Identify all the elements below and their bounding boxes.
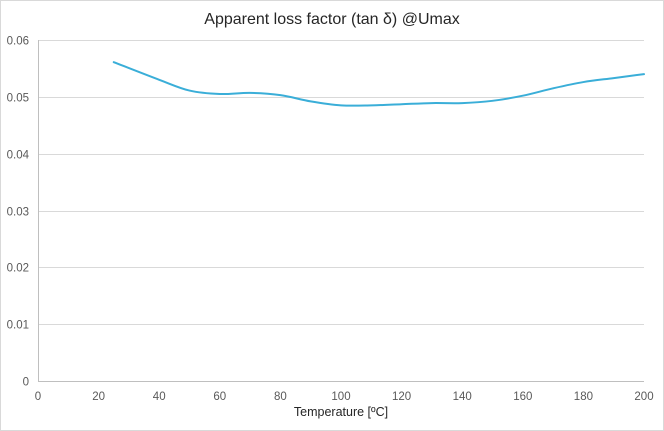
gridlines xyxy=(38,40,644,325)
y-tick-label: 0 xyxy=(23,377,29,389)
y-tick-label: 0.05 xyxy=(7,93,29,105)
x-tick-label: 140 xyxy=(453,391,472,403)
x-tick-label: 0 xyxy=(35,391,41,403)
y-tick-label: 0.01 xyxy=(7,320,29,332)
y-tick-label: 0.06 xyxy=(7,36,29,48)
series-line xyxy=(112,61,645,107)
x-tick-label: 200 xyxy=(634,391,653,403)
chart-title: Apparent loss factor (tan δ) @Umax xyxy=(204,11,459,28)
y-tick-label: 0.03 xyxy=(7,207,29,219)
y-tick-label: 0.02 xyxy=(7,263,29,275)
x-tick-label: 60 xyxy=(213,391,226,403)
x-axis-title: Temperature [ºC] xyxy=(294,405,388,419)
x-tick-label: 20 xyxy=(92,391,105,403)
x-tick-label: 80 xyxy=(274,391,287,403)
axes xyxy=(38,40,644,382)
y-axis-ticks: 0 0.01 0.02 0.03 0.04 0.05 0.06 xyxy=(7,36,30,389)
x-tick-label: 40 xyxy=(153,391,166,403)
x-axis-ticks: 0 20 40 60 80 100 120 140 160 180 200 xyxy=(35,391,654,403)
x-tick-label: 180 xyxy=(574,391,593,403)
x-tick-label: 120 xyxy=(392,391,411,403)
series-layer xyxy=(112,61,645,107)
y-tick-label: 0.04 xyxy=(7,150,30,162)
x-tick-label: 160 xyxy=(513,391,532,403)
x-tick-label: 100 xyxy=(331,391,350,403)
